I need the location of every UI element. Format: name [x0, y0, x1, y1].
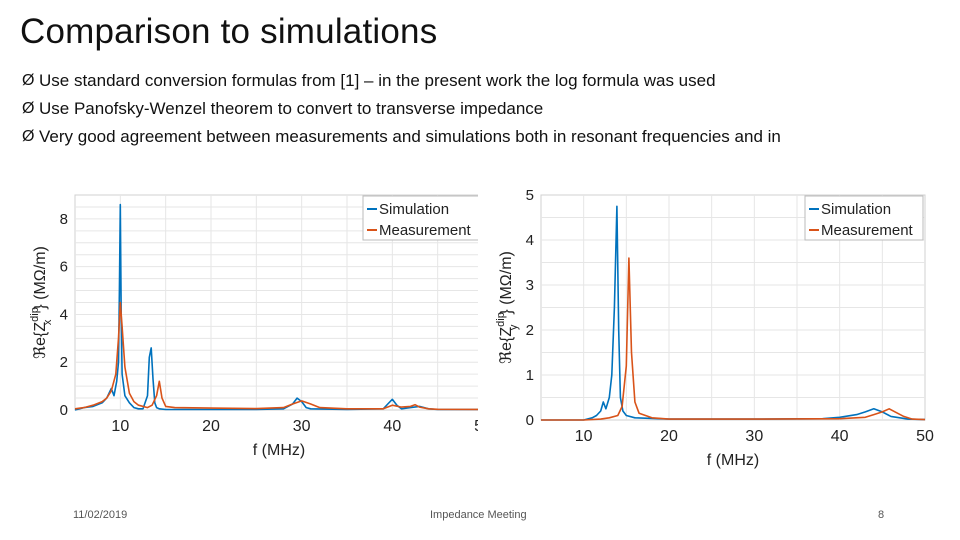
chart-horizontal-impedance: 10 20 30 40 50 0 2 4 6 8 Simulation Measurement f (M… [28, 186, 492, 466]
bullet-item: Ø Use Panofsky-Wenzel theorem to convert… [22, 100, 782, 118]
y-label-sup: dip [29, 307, 41, 322]
slide-title: Comparison to simulations [20, 12, 438, 51]
arrow-bullet-icon: Ø [22, 72, 35, 89]
y-tick-label: 0 [526, 412, 534, 429]
y-axis-label: ℜe{Zdipy } (MΩ/m) [495, 251, 520, 364]
series-line-simulation [74, 203, 483, 411]
y-tick-label: 2 [60, 354, 68, 371]
legend-label: Measurement [379, 222, 472, 239]
y-label-part: ℜe{Z [32, 322, 49, 359]
series-line-simulation [541, 205, 926, 421]
bullet-item: Ø Very good agreement between measuremen… [22, 128, 782, 146]
chart-vertical-impedance: 10 20 30 40 50 0 1 2 3 4 5 Simulation Measurement f (… [488, 186, 960, 476]
footer-page-number: 8 [878, 509, 885, 521]
footer-date: 11/02/2019 [73, 509, 128, 521]
x-tick-label: 40 [383, 418, 401, 435]
y-tick-label: 1 [526, 367, 534, 384]
chart-vertical-svg: 10 20 30 40 50 0 1 2 3 4 5 Simulation Measurement f (… [495, 187, 934, 469]
bullet-text: Use Panofsky-Wenzel theorem to convert t… [39, 99, 544, 118]
bullet-list: Ø Use standard conversion formulas from … [22, 72, 782, 156]
legend-label: Measurement [821, 222, 914, 239]
x-tick-label: 30 [293, 418, 311, 435]
y-tick-label: 4 [526, 232, 534, 249]
x-axis-label: f (MHz) [253, 442, 305, 459]
legend-label: Simulation [821, 201, 891, 218]
x-tick-label: 20 [202, 418, 220, 435]
bullet-item: Ø Use standard conversion formulas from … [22, 72, 782, 90]
y-label-sup: dip [495, 312, 507, 327]
y-tick-label: 5 [526, 187, 534, 204]
bullet-text: Very good agreement between measurements… [39, 128, 781, 146]
y-axis-label: ℜe{Zdipx } (MΩ/m) [29, 246, 54, 359]
y-tick-label: 2 [526, 322, 534, 339]
arrow-bullet-icon: Ø [22, 100, 35, 117]
y-label-sub: x [42, 319, 54, 325]
arrow-bullet-icon: Ø [22, 128, 35, 145]
x-tick-label: 50 [474, 418, 478, 435]
y-tick-label: 4 [60, 306, 68, 323]
bullet-text: Use standard conversion formulas from [1… [39, 71, 716, 90]
x-tick-label: 10 [111, 418, 129, 435]
y-tick-label: 3 [526, 277, 534, 294]
y-tick-label: 8 [60, 211, 68, 228]
x-tick-label: 30 [745, 428, 763, 445]
x-tick-label: 10 [575, 428, 593, 445]
x-tick-label: 40 [831, 428, 849, 445]
y-label-sub: y [508, 324, 520, 330]
y-tick-label: 6 [60, 259, 68, 276]
series-line-measurement [541, 257, 926, 421]
y-label-part: } (MΩ/m) [32, 246, 49, 310]
y-label-part: ℜe{Z [498, 327, 515, 364]
chart-horizontal-svg: 10 20 30 40 50 0 2 4 6 8 Simulation Measurement f (M… [29, 194, 492, 459]
x-tick-label: 50 [916, 428, 934, 445]
legend-label: Simulation [379, 201, 449, 218]
legend-box [804, 195, 924, 241]
x-tick-label: 20 [660, 428, 678, 445]
y-label-part: } (MΩ/m) [498, 251, 515, 315]
series-line-measurement [74, 301, 484, 411]
footer-meeting: Impedance Meeting [430, 509, 527, 521]
x-axis-label: f (MHz) [707, 452, 759, 469]
y-tick-label: 0 [60, 402, 68, 419]
